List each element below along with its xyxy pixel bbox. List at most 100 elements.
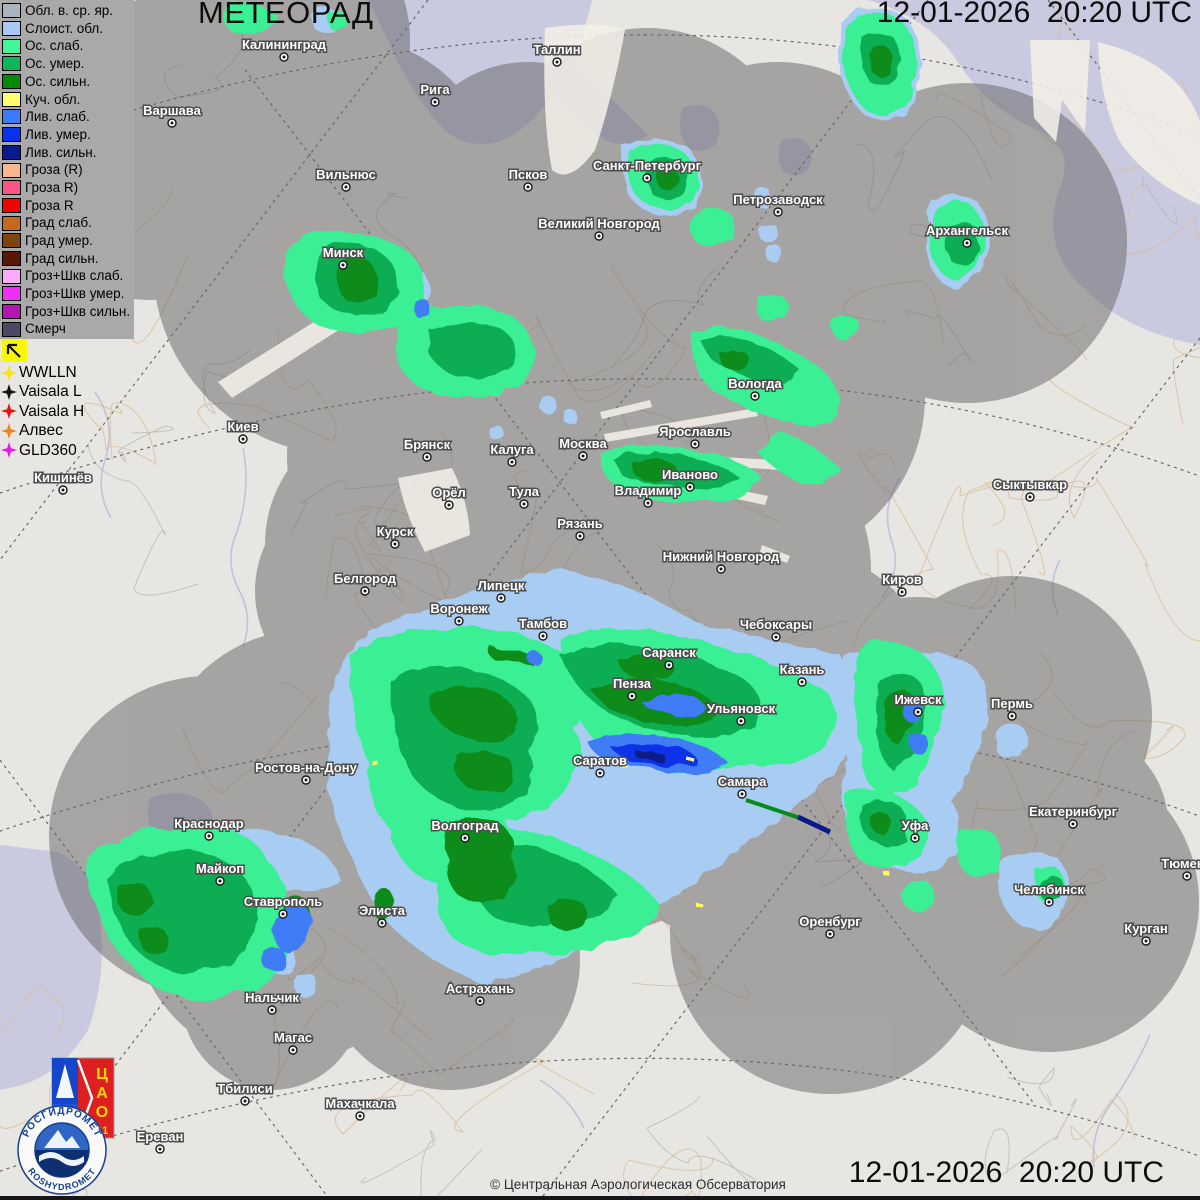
legend-item-label: Куч. обл.	[25, 91, 81, 107]
legend-swatch-icon	[2, 268, 21, 284]
artifact-wedge	[544, 24, 625, 175]
river-line	[1092, 1034, 1151, 1168]
legend-item-label: Лив. слаб.	[25, 109, 90, 125]
lightning-legend-label: Алвес	[19, 422, 63, 440]
precip-blob-lg	[758, 430, 840, 484]
city-marker-dot	[478, 999, 482, 1003]
city-label: Калуга	[490, 442, 534, 457]
city-label: Майкоп	[196, 861, 244, 876]
cao-letter: Ц	[96, 1066, 108, 1083]
border-line	[1142, 176, 1178, 224]
cumulus-cell	[697, 904, 703, 908]
city-label: Магас	[274, 1030, 312, 1045]
lightning-legend-label: GLD360	[19, 441, 77, 459]
city-marker-dot	[218, 879, 222, 883]
city-label: Ростов-на-Дону	[255, 760, 357, 775]
city-marker-dot	[753, 394, 757, 398]
city-marker-dot	[358, 1114, 362, 1118]
city-label: Чебоксары	[740, 617, 812, 632]
city-marker-dot	[380, 921, 384, 925]
artifact-wedge	[600, 400, 652, 419]
legend-item-label: Лив. умер.	[25, 126, 91, 142]
legend-item-label: Слоист. обл.	[25, 20, 104, 36]
city-marker-dot	[281, 912, 285, 916]
legend-swatch-icon	[2, 286, 21, 302]
city-label: Нальчик	[245, 990, 299, 1005]
legend-item: Куч. обл.	[2, 90, 134, 108]
city-marker-dot	[693, 442, 697, 446]
city-marker-dot	[291, 1048, 295, 1052]
city-label: Сыктывкар	[993, 477, 1067, 492]
artifact-wedge	[604, 408, 758, 442]
legend-item-label: Гроз+Шкв слаб.	[25, 268, 124, 284]
city-marker-dot	[646, 501, 650, 505]
legend-swatch-icon	[2, 321, 21, 337]
legend-item: Гроза R)	[2, 179, 134, 197]
city-marker-dot	[207, 834, 211, 838]
legend-item: Смерч	[2, 320, 134, 338]
city-label: Минск	[323, 245, 364, 260]
city-marker-dot	[282, 55, 286, 59]
lightning-legend-label: WWLLN	[19, 363, 77, 381]
city-marker-dot	[828, 932, 832, 936]
border-line	[87, 442, 199, 596]
legend-swatch-icon	[2, 250, 21, 266]
cao-letter: А	[96, 1085, 108, 1102]
city-label: Иваново	[662, 467, 718, 482]
city-marker-dot	[457, 619, 461, 623]
city-label: Владимир	[615, 483, 682, 498]
city-marker-dot	[1028, 495, 1032, 499]
legend-item-label: Гроз+Шкв сильн.	[25, 303, 131, 319]
road-line	[983, 377, 1135, 526]
precip-blob-dg	[869, 812, 892, 834]
river-line	[230, 447, 249, 647]
legend-item: Ос. сильн.	[2, 73, 134, 91]
city-label: Уфа	[902, 818, 929, 833]
city-marker-dot	[522, 502, 526, 506]
city-marker-dot	[304, 778, 308, 782]
city-marker-dot	[499, 596, 503, 600]
legend-swatch-icon	[2, 38, 21, 54]
city-label: Волгоград	[431, 818, 499, 833]
city-marker-dot	[645, 176, 649, 180]
road-line	[1070, 1092, 1135, 1164]
precip-blob-lg	[326, 10, 348, 30]
city-marker-dot	[740, 792, 744, 796]
city-label: Ярославль	[659, 424, 731, 439]
graticule-line	[0, 1057, 1200, 1172]
legend-item-label: Лив. сильн.	[25, 144, 97, 160]
precip-blob-lg	[956, 827, 1001, 877]
city-marker-dot	[1047, 900, 1051, 904]
legend-item: Гроза (R)	[2, 161, 134, 179]
city-label: Калининград	[242, 37, 327, 52]
city-label: Киев	[227, 419, 258, 434]
city-label: Тюмень	[1161, 856, 1200, 871]
city-marker-dot	[688, 485, 692, 489]
city-marker-dot	[776, 210, 780, 214]
city-label: Махачкала	[325, 1096, 395, 1111]
legend-item-label: Град слаб.	[25, 215, 92, 231]
city-marker-dot	[581, 454, 585, 458]
legend-item: Ос. слаб.	[2, 37, 134, 55]
city-label: Киров	[882, 572, 922, 587]
city-label: Ставрополь	[244, 894, 323, 909]
city-marker-dot	[344, 185, 348, 189]
road-line	[1063, 452, 1200, 642]
page-title: МЕТЕОРАД	[198, 0, 374, 30]
artifact-wedge	[398, 468, 470, 552]
city-label: Орёл	[432, 485, 466, 500]
lightning-legend: WWLLN Vaisala L Vaisala H Алвес GLD360	[1, 363, 84, 460]
city-label: Челябинск	[1014, 882, 1084, 897]
lightning-legend-item: GLD360	[1, 441, 84, 460]
precip-blob-lg	[902, 881, 935, 911]
road-line	[1125, 183, 1200, 255]
precip-blob-lg	[769, 690, 787, 707]
timestamp-bottom: 12-01-2026 20:20 UTC	[848, 1156, 1164, 1189]
city-label: Краснодар	[174, 816, 243, 831]
city-marker-dot	[598, 771, 602, 775]
road-line	[917, 483, 1045, 610]
legend-item-label: Смерч	[25, 321, 66, 337]
precip-blob-nv	[634, 750, 665, 762]
